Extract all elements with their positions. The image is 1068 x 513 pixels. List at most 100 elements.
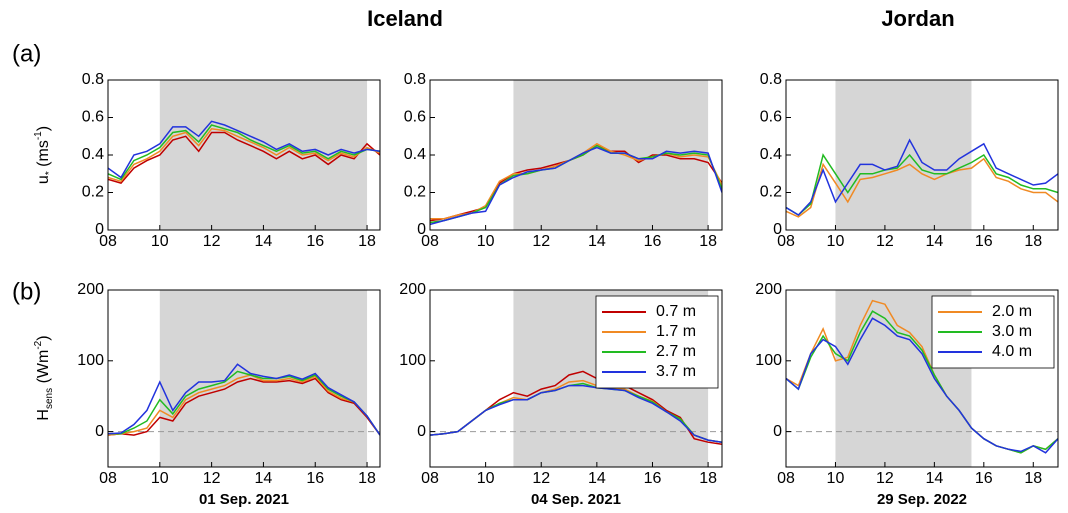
y-tick-label: 0.4 [760,146,782,163]
y-axis-label-part: H [35,409,52,421]
y-tick-label: 0.4 [404,146,426,163]
x-tick-label: 18 [699,233,717,250]
shaded-period [835,80,972,230]
x-tick-label: 12 [532,233,550,250]
x-tick-label: 16 [306,233,324,250]
x-tick-label: 18 [358,470,376,487]
column-header: Jordan [881,6,954,31]
y-axis-label: u* (ms-1) [33,126,55,184]
y-tick-label: 0 [95,423,104,440]
series-line [430,384,722,443]
shaded-period [159,80,368,230]
y-tick-label: 0 [95,221,104,238]
y-tick-label: 0 [773,221,782,238]
y-tick-label: 200 [399,281,426,298]
x-tick-label: 16 [306,470,324,487]
x-tick-label: 14 [925,470,943,487]
plot-frame [107,289,381,468]
y-axis-label-part: u [35,175,52,184]
y-axis-label-part: ) [35,126,52,131]
y-tick-label: 0.8 [82,71,104,88]
x-tick-label: 14 [588,470,606,487]
x-tick-label: 16 [644,470,662,487]
y-tick-label: 0.2 [404,184,426,201]
x-tick-label: 08 [421,233,439,250]
y-tick-label: 0 [417,423,426,440]
series-line [108,363,380,436]
legend-label: 1.7 m [656,323,696,340]
x-tick-label: 18 [1024,233,1042,250]
legend-label: 3.0 m [992,323,1032,340]
series-line [786,153,1058,216]
y-tick-label: 0 [417,221,426,238]
x-axis-label: 29 Sep. 2022 [877,491,967,508]
x-tick-label: 12 [876,470,894,487]
legend-label: 4.0 m [992,343,1032,360]
y-axis-label-part: -1 [33,131,44,140]
x-tick-label: 18 [699,470,717,487]
x-tick-label: 12 [203,233,221,250]
x-tick-label: 12 [203,470,221,487]
series-line [786,317,1058,454]
series-line [786,157,1058,218]
y-tick-label: 0.6 [760,109,782,126]
x-tick-label: 12 [876,233,894,250]
x-tick-label: 18 [1024,470,1042,487]
y-tick-label: 100 [77,352,104,369]
series-line [108,374,380,436]
y-tick-label: 0.6 [82,109,104,126]
x-tick-label: 12 [532,470,550,487]
x-tick-label: 16 [644,233,662,250]
x-tick-label: 16 [975,470,993,487]
x-tick-label: 10 [151,470,169,487]
y-tick-label: 0.4 [82,146,104,163]
y-tick-label: 0.8 [404,71,426,88]
y-tick-label: 0.2 [760,184,782,201]
legend-label: 0.7 m [656,303,696,320]
x-tick-label: 10 [151,233,169,250]
x-tick-label: 14 [255,233,273,250]
plot-frame [429,289,723,468]
x-tick-label: 10 [477,233,495,250]
plot-frame [785,289,1059,468]
y-axis-label: Hsens (Wm-2) [33,335,55,420]
x-tick-label: 14 [588,233,606,250]
x-tick-label: 16 [975,233,993,250]
row-label: (b) [12,278,41,305]
legend-label: 3.7 m [656,363,696,380]
series-line [108,377,380,436]
y-tick-label: 0.2 [82,184,104,201]
series-line [108,131,380,184]
x-axis-label: 01 Sep. 2021 [199,491,289,508]
y-axis-label-part: (ms [35,140,52,171]
y-tick-label: 0 [773,423,782,440]
y-axis-label-part: sens [44,388,55,409]
y-axis-label-part: ) [35,335,52,340]
series-line [786,138,1058,216]
x-tick-label: 08 [777,470,795,487]
y-tick-label: 0.6 [404,109,426,126]
x-tick-label: 08 [421,470,439,487]
series-line [108,370,380,436]
y-axis-label-part: -2 [33,340,44,349]
column-header: Iceland [367,6,443,31]
y-tick-label: 100 [399,352,426,369]
y-axis-label-part: * [44,171,55,175]
y-tick-label: 0.8 [760,71,782,88]
x-tick-label: 14 [255,470,273,487]
x-tick-label: 10 [477,470,495,487]
series-line [430,144,722,224]
x-tick-label: 14 [925,233,943,250]
x-tick-label: 08 [99,470,117,487]
legend-label: 2.0 m [992,303,1032,320]
row-label: (a) [12,40,41,67]
series-line [430,146,722,226]
series-line [108,124,380,181]
x-tick-label: 08 [99,233,117,250]
x-tick-label: 18 [358,233,376,250]
x-tick-label: 10 [827,233,845,250]
series-line [108,120,380,179]
y-tick-label: 200 [755,281,782,298]
x-tick-label: 10 [827,470,845,487]
